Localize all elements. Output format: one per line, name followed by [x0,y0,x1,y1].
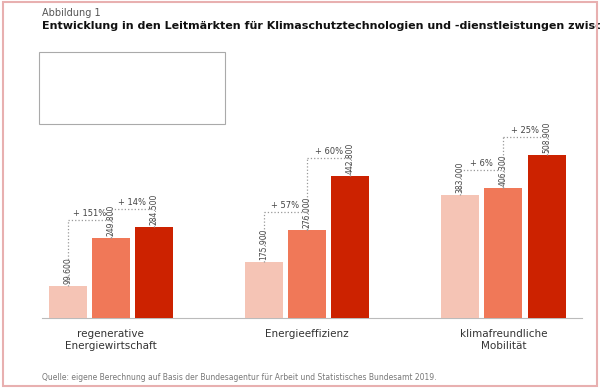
Text: Anteil an der Gesamterwerbstätigkeit: Anteil an der Gesamterwerbstätigkeit [49,71,212,80]
Text: 2003: 658.600 / 1,7%: 2003: 658.600 / 1,7% [49,84,143,93]
Text: 406.300: 406.300 [499,154,508,186]
Bar [92,238,130,318]
Text: + 6%: + 6% [470,159,493,168]
Text: + 57%: + 57% [271,201,299,210]
Text: 2018: 1.1236.100 / 2,9%: 2018: 1.1236.100 / 2,9% [49,109,156,118]
Text: 442.800: 442.800 [346,143,355,174]
Text: 249.800: 249.800 [106,204,115,236]
Text: 508.900: 508.900 [542,121,551,153]
Text: 284.500: 284.500 [149,194,158,225]
Text: 383.000: 383.000 [456,162,465,193]
Bar [245,262,283,318]
Bar [331,176,369,318]
Text: + 25%: + 25% [511,126,539,135]
Text: + 14%: + 14% [118,198,146,207]
Text: 99.600: 99.600 [63,258,72,284]
Bar [441,195,479,318]
Text: 175.900: 175.900 [259,228,268,260]
Text: + 60%: + 60% [314,147,343,156]
Bar [527,155,566,318]
Text: Quelle: eigene Berechnung auf Basis der Bundesagentur für Arbeit und Statistisch: Quelle: eigene Berechnung auf Basis der … [42,373,437,382]
Text: + 151%: + 151% [73,209,106,218]
Bar [484,188,523,318]
Bar [135,227,173,318]
Text: Entwicklung in den Leitmärkten für Klimaschutztechnologien und -dienstleistungen: Entwicklung in den Leitmärkten für Klima… [42,21,600,31]
Text: 2010: 932.100 / 2,3%: 2010: 932.100 / 2,3% [49,96,143,105]
Text: Klimaschutzleitmärkte gesamt/: Klimaschutzleitmärkte gesamt/ [49,59,184,68]
Text: Abbildung 1: Abbildung 1 [42,8,101,18]
Legend: 2003, 2010, 2018: 2003, 2010, 2018 [200,383,424,388]
Text: 276.000: 276.000 [302,196,311,228]
Bar [49,286,86,318]
Bar [288,230,326,318]
